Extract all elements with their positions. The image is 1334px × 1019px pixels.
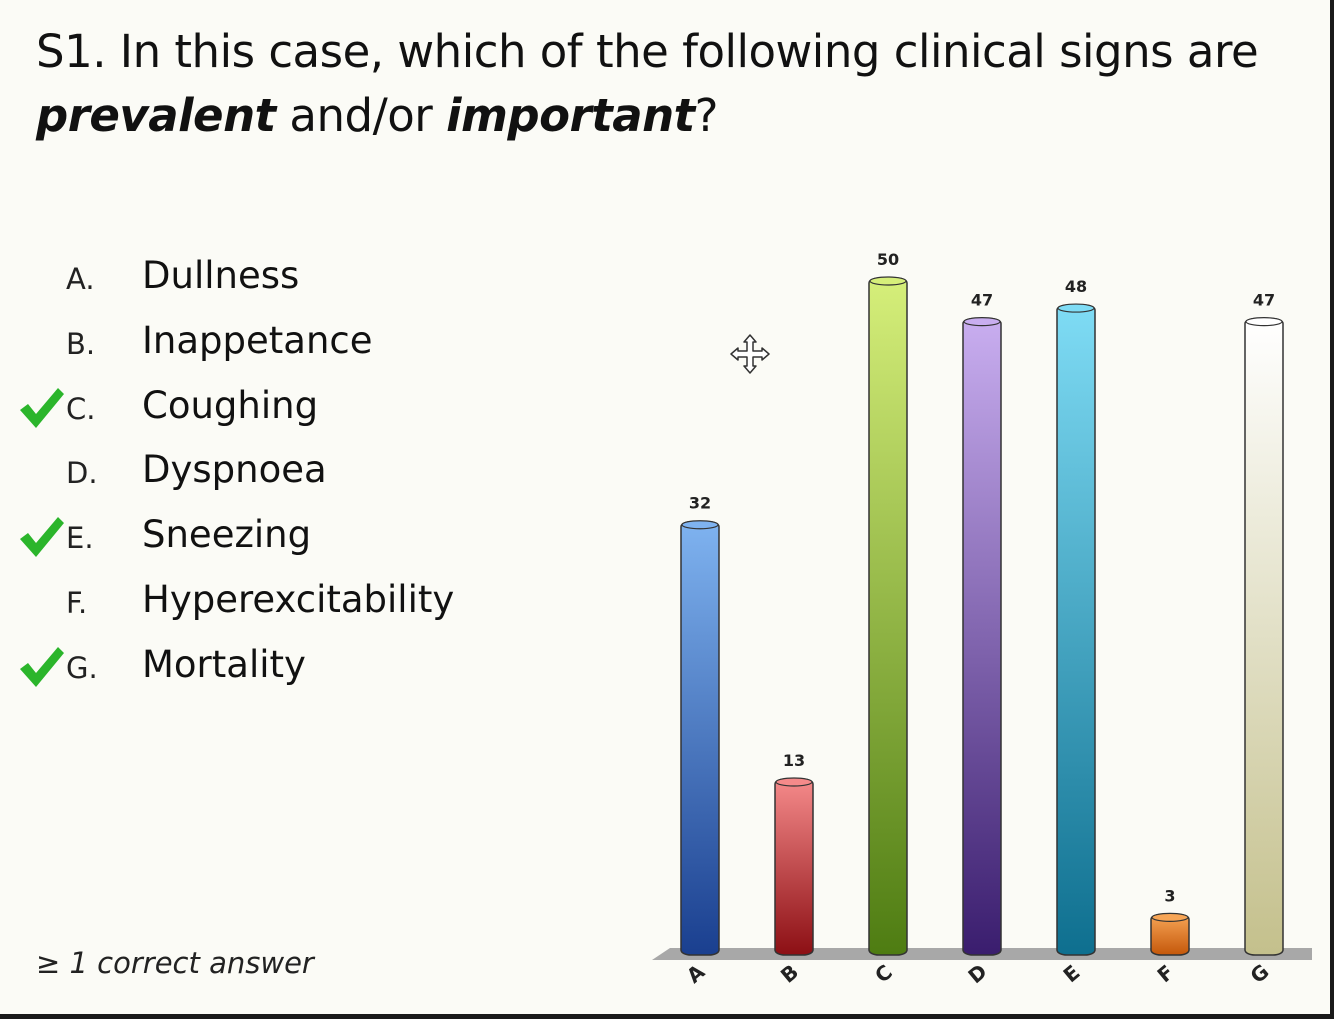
question-title: S1. In this case, which of the following… (36, 20, 1306, 148)
option-letter: D. (66, 456, 98, 491)
x-tick-label: F (1153, 960, 1179, 987)
data-label-D: 47 (971, 291, 993, 310)
question-middle: and/or (275, 89, 447, 142)
question-emphasis-important: important (446, 89, 695, 142)
bar-cap-A (681, 520, 719, 530)
question-suffix: ? (694, 89, 719, 142)
bar-G (1244, 317, 1284, 956)
data-label-A: 32 (689, 494, 711, 513)
answer-option: B. Inappetance (0, 313, 520, 373)
option-text: Dullness (142, 254, 300, 297)
bar-E (1056, 304, 1096, 956)
checkmark-icon (20, 387, 64, 428)
checkmark-icon (20, 646, 64, 687)
data-label-E: 48 (1065, 277, 1087, 296)
answer-option: E. Sneezing (0, 507, 520, 567)
data-label-F: 3 (1164, 886, 1175, 905)
option-text: Dyspnoea (142, 448, 327, 492)
answer-option: C. Coughing (0, 378, 520, 438)
x-tick-label: B (776, 960, 803, 988)
answer-option: D. Dyspnoea (0, 442, 520, 502)
option-letter: A. (66, 262, 95, 296)
x-tick-label: G (1245, 959, 1273, 988)
x-tick-label: C (870, 960, 897, 988)
data-label-C: 50 (877, 250, 899, 269)
bar-chart: 32 A 13 B 50 C 47 D 48 E 3 F 47 G (652, 250, 1312, 988)
x-tick-label: D (963, 959, 991, 988)
question-prefix: S1. In this case, which of the following… (36, 25, 1259, 78)
option-letter: F. (66, 586, 88, 620)
bar-cap-G (1245, 317, 1283, 327)
option-text: Sneezing (142, 513, 312, 557)
x-tick-label: A (682, 959, 710, 988)
data-label-G: 47 (1253, 291, 1275, 310)
bar-cap-C (869, 276, 907, 286)
checkmark-icon (20, 517, 64, 558)
question-emphasis-prevalent: prevalent (36, 89, 276, 142)
data-label-B: 13 (783, 751, 805, 770)
bar-B (774, 778, 814, 956)
option-text: Coughing (142, 383, 319, 427)
bar-cap-F (1151, 912, 1189, 922)
x-tick-label: E (1059, 960, 1085, 987)
option-letter: C. (66, 391, 96, 426)
bar-cap-D (963, 317, 1001, 327)
option-letter: G. (66, 650, 98, 685)
bar-C (868, 277, 908, 956)
option-letter: B. (66, 326, 96, 361)
option-letter: E. (66, 521, 94, 556)
option-text: Hyperexcitability (142, 578, 455, 621)
option-text: Inappetance (142, 318, 373, 362)
bar-cap-E (1057, 303, 1095, 313)
footnote: ≥ 1 correct answer (36, 946, 314, 980)
option-text: Mortality (142, 642, 306, 686)
answer-option: F. Hyperexcitability (0, 572, 520, 632)
bar-cap-B (775, 777, 813, 787)
move-cursor-icon (730, 334, 770, 374)
bar-A (680, 520, 720, 956)
answer-option: G. Mortality (0, 637, 520, 697)
bar-D (962, 317, 1002, 956)
answer-option: A. Dullness (0, 248, 520, 308)
